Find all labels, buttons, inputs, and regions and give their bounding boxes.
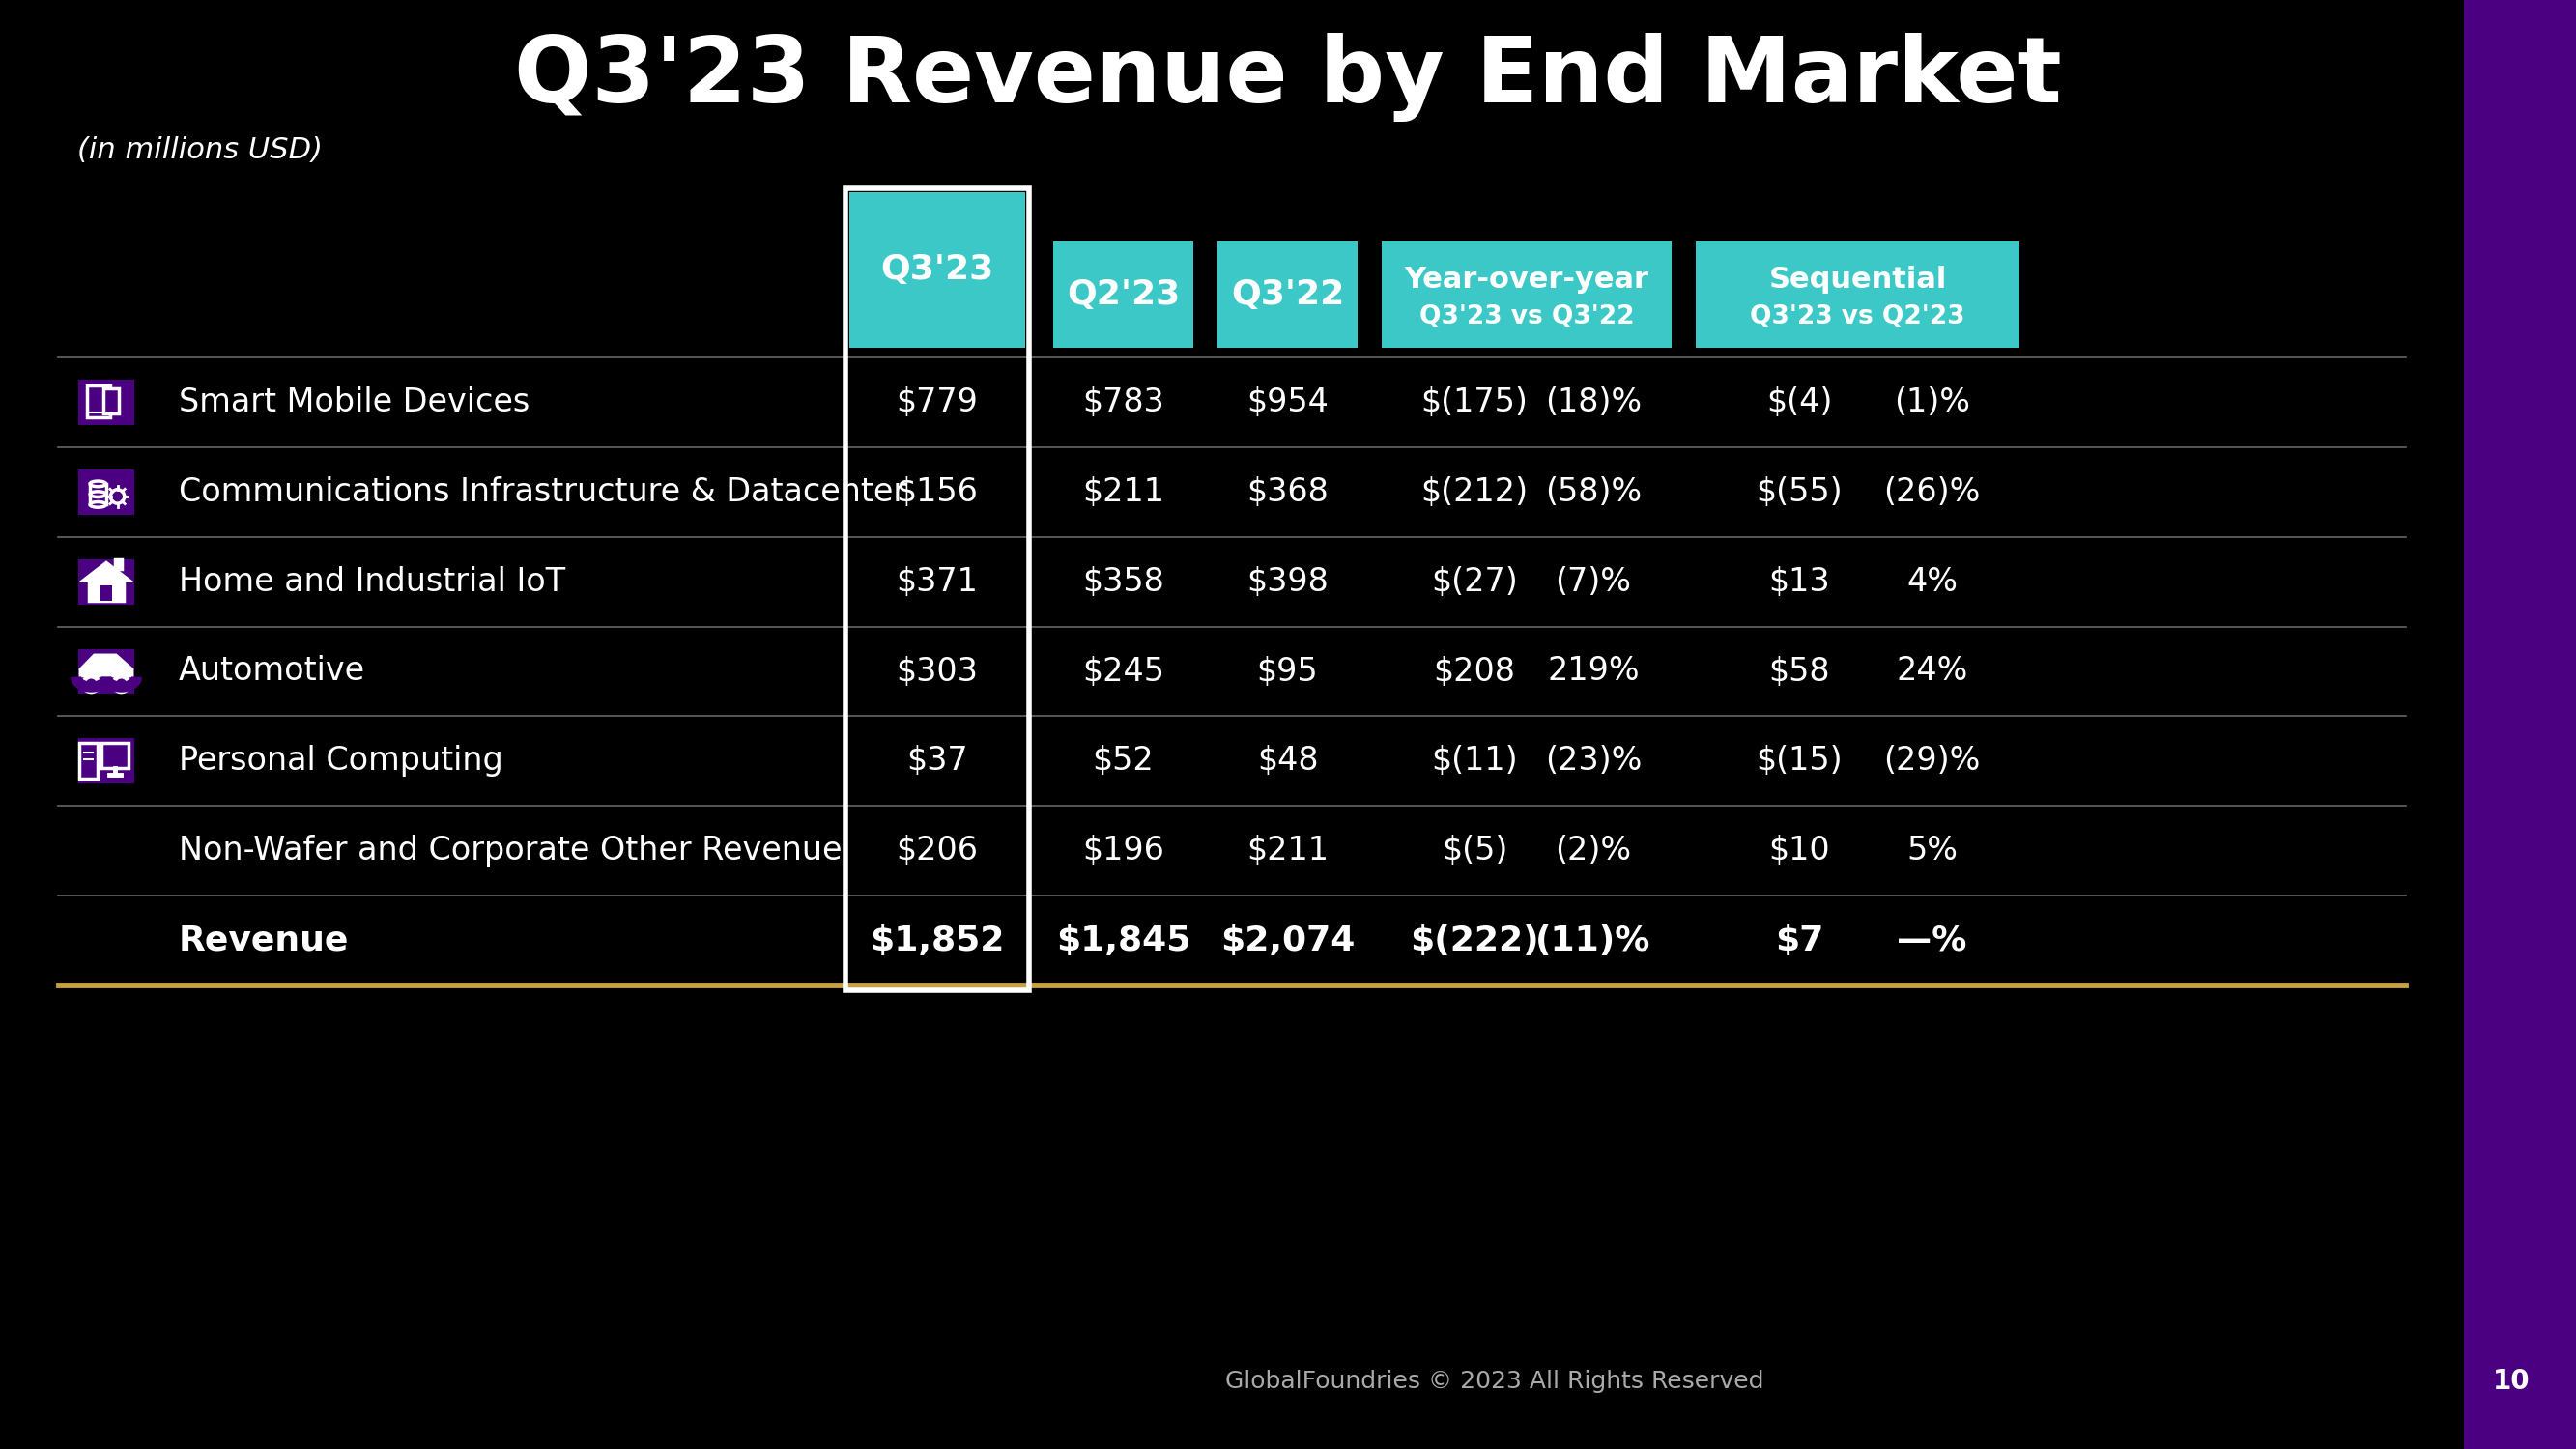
Text: $(175): $(175) [1422, 387, 1528, 419]
Text: $208: $208 [1432, 655, 1515, 687]
FancyBboxPatch shape [116, 559, 121, 569]
Text: $58: $58 [1770, 655, 1829, 687]
FancyBboxPatch shape [77, 469, 134, 514]
Text: Home and Industrial IoT: Home and Industrial IoT [178, 565, 564, 597]
Bar [850, 193, 1025, 348]
Polygon shape [80, 653, 134, 677]
Text: Communications Infrastructure & Datacenter: Communications Infrastructure & Datacent… [178, 477, 907, 509]
Text: $37: $37 [907, 745, 969, 777]
Text: (7)%: (7)% [1556, 565, 1631, 597]
Circle shape [82, 674, 100, 694]
Text: $48: $48 [1257, 745, 1319, 777]
Text: 10: 10 [2494, 1368, 2530, 1395]
Text: Q2'23: Q2'23 [1066, 278, 1180, 312]
Text: (58)%: (58)% [1546, 477, 1641, 509]
Text: Q3'23 vs Q2'23: Q3'23 vs Q2'23 [1749, 303, 1965, 329]
Text: $(55): $(55) [1757, 477, 1842, 509]
Text: 219%: 219% [1548, 655, 1638, 687]
Text: Smart Mobile Devices: Smart Mobile Devices [178, 387, 531, 419]
Polygon shape [82, 562, 129, 581]
Text: $1,845: $1,845 [1056, 924, 1190, 956]
Text: $(4): $(4) [1767, 387, 1832, 419]
Text: $303: $303 [896, 655, 979, 687]
FancyBboxPatch shape [77, 649, 134, 694]
Text: $(222): $(222) [1409, 924, 1538, 956]
Text: $211: $211 [1082, 477, 1164, 509]
Text: 4%: 4% [1906, 565, 1958, 597]
Text: $(5): $(5) [1443, 835, 1507, 867]
Text: (1)%: (1)% [1893, 387, 1971, 419]
Circle shape [111, 674, 131, 694]
Text: 24%: 24% [1896, 655, 1968, 687]
Text: $(212): $(212) [1422, 477, 1528, 509]
Text: $371: $371 [896, 565, 979, 597]
Text: —%: —% [1896, 924, 1968, 956]
Text: (in millions USD): (in millions USD) [77, 136, 322, 164]
Text: Personal Computing: Personal Computing [178, 745, 502, 777]
Text: 5%: 5% [1906, 835, 1958, 867]
Circle shape [85, 678, 98, 690]
Text: $13: $13 [1770, 565, 1829, 597]
FancyBboxPatch shape [77, 739, 134, 784]
FancyBboxPatch shape [77, 559, 134, 604]
Text: (11)%: (11)% [1535, 924, 1651, 956]
Text: $783: $783 [1082, 387, 1164, 419]
Text: GlobalFoundries © 2023 All Rights Reserved: GlobalFoundries © 2023 All Rights Reserv… [1224, 1369, 1765, 1392]
Text: $779: $779 [896, 387, 979, 419]
Text: $(11): $(11) [1432, 745, 1517, 777]
FancyBboxPatch shape [103, 388, 118, 413]
Text: Q3'23 vs Q3'22: Q3'23 vs Q3'22 [1419, 303, 1633, 329]
Text: $398: $398 [1247, 565, 1329, 597]
Text: (23)%: (23)% [1546, 745, 1641, 777]
Text: Q3'23: Q3'23 [881, 254, 994, 287]
Text: $211: $211 [1247, 835, 1329, 867]
Text: $52: $52 [1092, 745, 1154, 777]
Text: (18)%: (18)% [1546, 387, 1641, 419]
Text: (2)%: (2)% [1556, 835, 1631, 867]
Text: Q3'22: Q3'22 [1231, 278, 1345, 312]
Text: $245: $245 [1082, 655, 1164, 687]
Text: $368: $368 [1247, 477, 1329, 509]
Text: $1,852: $1,852 [871, 924, 1005, 956]
Text: Automotive: Automotive [178, 655, 366, 687]
Text: (29)%: (29)% [1883, 745, 1981, 777]
FancyBboxPatch shape [77, 380, 134, 425]
Text: Revenue: Revenue [178, 924, 350, 956]
Bar [1054, 242, 1193, 348]
Circle shape [116, 678, 126, 690]
Text: Sequential: Sequential [1770, 265, 1947, 294]
Text: $10: $10 [1770, 835, 1829, 867]
Text: $954: $954 [1247, 387, 1329, 419]
Bar [1695, 242, 2020, 348]
Text: $156: $156 [896, 477, 979, 509]
Text: Q3'23 Revenue by End Market: Q3'23 Revenue by End Market [515, 33, 2061, 122]
Text: $(27): $(27) [1432, 565, 1517, 597]
Text: Year-over-year: Year-over-year [1404, 265, 1649, 294]
Bar [2463, 0, 2576, 1449]
FancyBboxPatch shape [88, 581, 124, 601]
Text: $358: $358 [1082, 565, 1164, 597]
Text: $2,074: $2,074 [1221, 924, 1355, 956]
Text: $206: $206 [896, 835, 979, 867]
Text: $(15): $(15) [1757, 745, 1842, 777]
Bar [1218, 242, 1358, 348]
Text: (26)%: (26)% [1883, 477, 1981, 509]
Text: $95: $95 [1257, 655, 1319, 687]
Text: $7: $7 [1775, 924, 1824, 956]
Bar [1381, 242, 1672, 348]
Text: Non-Wafer and Corporate Other Revenue: Non-Wafer and Corporate Other Revenue [178, 835, 842, 867]
FancyBboxPatch shape [100, 585, 111, 601]
Text: $196: $196 [1082, 835, 1164, 867]
